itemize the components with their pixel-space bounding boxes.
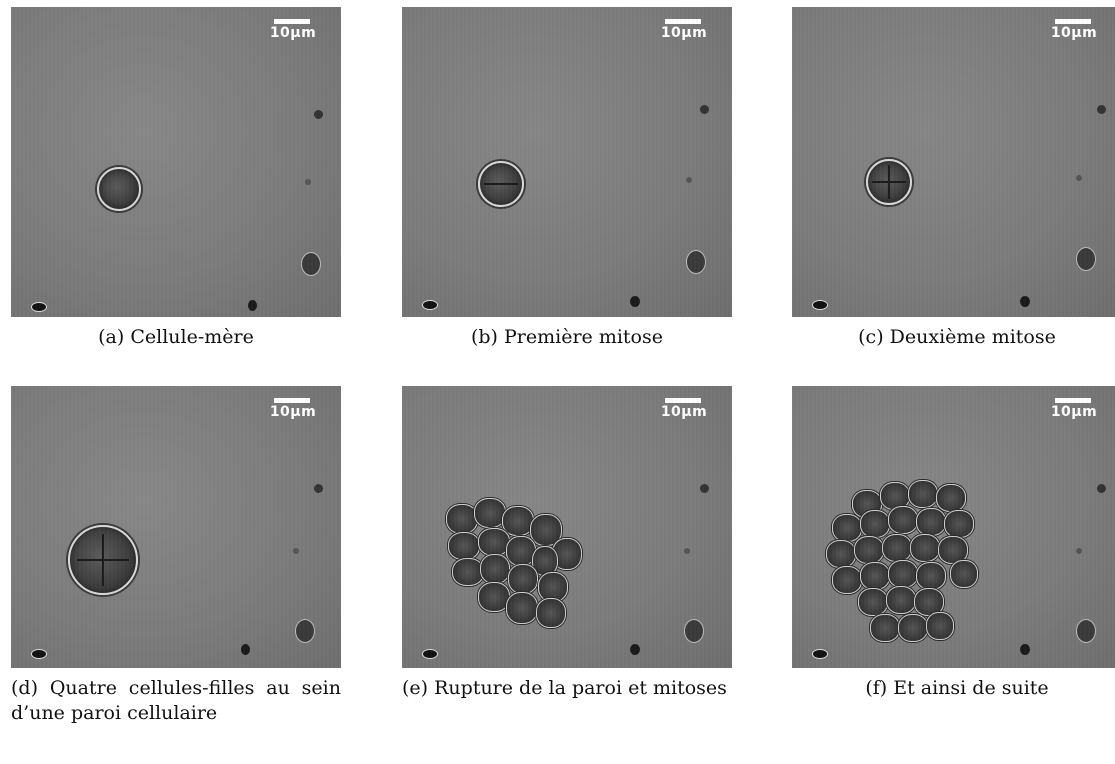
panel-caption: (d) Quatre cellules-filles au sein d’une… [11,677,341,724]
panel-caption: (e) Rupture de la paroi et mitoses [402,677,727,699]
panel-caption: (b) Première mitose [470,326,663,348]
dividing-cell [478,161,524,207]
panel-caption: (f) Et ainsi de suite [865,677,1049,699]
microscopy-image: 10µm [402,386,732,668]
scale-bar: 10µm [654,398,714,428]
scale-bar: 10µm [1044,19,1104,49]
scale-bar: 10µm [263,19,323,49]
microscopy-image: 10µm [792,7,1115,317]
panel-caption: (a) Cellule-mère [98,326,254,348]
scale-bar: 10µm [654,19,714,49]
mother-cell [97,167,141,211]
scale-bar: 10µm [1044,398,1104,428]
microscopy-image: 10µm [11,386,341,668]
panel-caption: (c) Deuxième mitose [858,326,1056,348]
microscopy-image: 10µm [792,386,1115,668]
microscopy-image: 10µm [402,7,732,317]
daughter-cells [68,525,138,595]
dividing-cell [866,159,912,205]
scale-bar: 10µm [263,398,323,428]
microscopy-image: 10µm [11,7,341,317]
